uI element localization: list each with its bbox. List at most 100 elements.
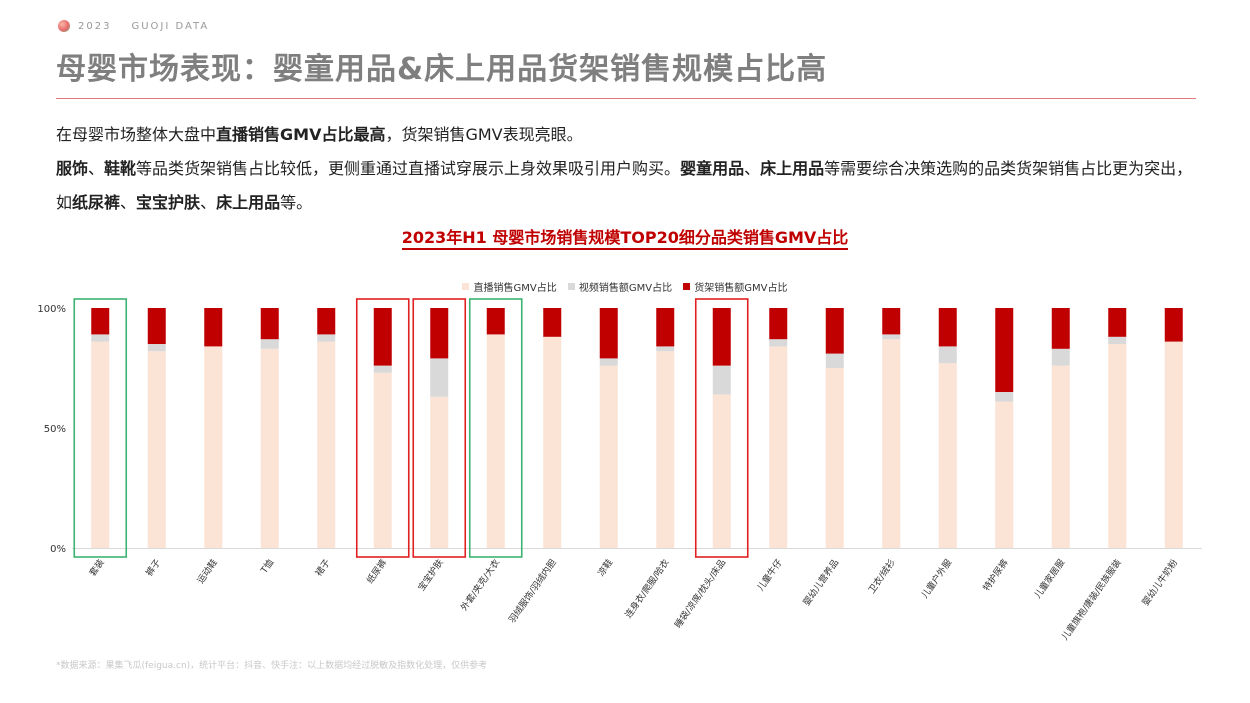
x-tick-label: 凉鞋 [595,557,615,579]
bar-video [882,334,901,340]
x-tick-label: 裤子 [143,557,163,579]
bar-shelf [1108,308,1127,337]
y-tick-label: 100% [37,304,66,315]
bar-live [1164,341,1183,548]
brand-logo-icon [58,20,70,32]
bar-live [317,341,336,548]
x-tick-label: 儿童家居服 [1032,557,1068,601]
brand-year: 2023 [78,20,112,32]
bar-shelf [147,308,166,344]
bar-video [1108,336,1127,344]
bar-shelf [91,308,110,335]
x-tick-label: 羽绒服饰/羽绒内胆 [506,557,559,625]
bar-video [260,339,279,349]
x-tick-label: 睡袋/凉席/枕头/床品 [672,557,728,630]
p2-run-13: 等。 [280,193,313,212]
bar-shelf [430,308,449,359]
bar-video [712,365,731,395]
bar-video [1051,348,1070,366]
bar-live [825,368,844,548]
p2-run-2: 鞋靴 [104,159,137,178]
bar-shelf [825,308,844,354]
p2-run-3: 等品类货架销售占比较低，更侧重通过直播试穿展示上身效果吸引用户购买。 [136,159,681,178]
bar-shelf [656,308,675,347]
bar-shelf [599,308,618,359]
bar-shelf [882,308,901,335]
p2-run-7: 等需要综合决策选购的品类货架销售占比更为突出，如 [56,159,1193,212]
bar-video [430,358,449,397]
p2-run-9: 、 [120,193,137,212]
p2-run-10: 宝宝护肤 [136,193,201,212]
y-tick-label: 0% [50,544,66,555]
x-tick-label: 套装 [87,557,107,579]
p1-run-2: ，货架销售GMV表现亮眼。 [385,125,583,144]
bar-video [995,392,1014,402]
bar-video [599,358,618,366]
legend-item-shelf: 货架销售额GMV占比 [683,279,788,294]
bar-shelf [938,308,957,347]
p2-run-11: 、 [200,193,217,212]
bar-live [260,348,279,548]
legend-label-shelf: 货架销售额GMV占比 [694,283,788,294]
x-tick-label: 婴幼儿营养品 [800,557,841,608]
bar-live [769,346,788,548]
bar-live [599,365,618,548]
brand-header: 2023 GUOJI DATA [58,20,209,32]
stacked-bar-chart: 0% 50% 100% 套装 裤子 运动鞋 T恤 裙子 纸尿裤 宝宝护肤 外套/夹克/大衣 羽绒服饰/… [37,298,1202,643]
x-tick-label: 宝宝护肤 [415,557,445,593]
x-tick-label: 纸尿裤 [364,557,389,586]
p2-run-4: 婴童用品 [680,159,745,178]
bar-video [825,353,844,368]
bar-shelf [486,308,505,335]
p2-run-12: 床上用品 [216,193,281,212]
bar-shelf [204,308,223,347]
bar-video [938,346,957,364]
bar-shelf [1051,308,1070,349]
bar-video [373,365,392,373]
footnote: *数据来源：果集飞瓜(feigua.cn)，统计平台：抖音、快手注：以上数据均经… [56,661,488,671]
p2-run-8: 纸尿裤 [72,193,121,212]
bar-live [543,336,562,548]
bar-shelf [995,308,1014,392]
legend-swatch-shelf [683,283,691,290]
legend-label-video: 视频销售额GMV占比 [578,283,673,294]
legend-item-video: 视频销售额GMV占比 [567,279,673,294]
page-title: 母婴市场表现：婴童用品&床上用品货架销售规模占比高 [56,52,828,87]
x-tick-label: 特护尿裤 [980,557,1010,593]
bar-shelf [712,308,731,366]
bar-video [769,339,788,347]
highlight-box-green [73,298,128,558]
bar-live [1051,365,1070,548]
p2-run-5: 、 [744,159,761,178]
bar-shelf [769,308,788,340]
chart-title-text: 2023年H1 母婴市场销售规模TOP20细分品类销售GMV占比 [401,228,849,250]
summary-text: 在母婴市场整体大盘中直播销售GMV占比最高，货架销售GMV表现亮眼。 服饰、鞋靴… [56,118,1196,220]
x-tick-label: 儿童户外服 [919,557,955,601]
bar-live [1108,344,1127,548]
bar-live [938,363,957,548]
legend-swatch-live [462,283,470,290]
summary-paragraph-2: 服饰、鞋靴等品类货架销售占比较低，更侧重通过直播试穿展示上身效果吸引用户购买。婴… [56,152,1196,220]
bar-live [204,346,223,548]
p1-run-0: 在母婴市场整体大盘中 [56,125,217,144]
bar-live [373,372,392,548]
bar-live [430,396,449,548]
x-tick-label: 儿童牛仔 [754,557,784,593]
x-tick-label: T恤 [257,557,276,577]
chart-title: 2023年H1 母婴市场销售规模TOP20细分品类销售GMV占比 [0,224,1250,250]
legend-label-live: 直播销售GMV占比 [473,283,557,294]
highlight-box-red [355,298,410,558]
legend-swatch-video [567,283,575,290]
bar-live [147,351,166,548]
bar-live [882,339,901,548]
p1-run-1: 直播销售GMV占比最高 [216,125,386,144]
x-tick-label: 儿童旗袍/唐装/民族服装 [1059,557,1124,643]
summary-paragraph-1: 在母婴市场整体大盘中直播销售GMV占比最高，货架销售GMV表现亮眼。 [56,118,1196,152]
p2-run-6: 床上用品 [760,159,825,178]
title-divider [56,98,1196,99]
x-tick-label: 运动鞋 [194,557,219,586]
bar-live [486,334,505,548]
x-tick-label: 外套/夹克/大衣 [458,557,502,613]
x-tick-label: 裙子 [313,557,333,579]
bar-live [91,341,110,548]
